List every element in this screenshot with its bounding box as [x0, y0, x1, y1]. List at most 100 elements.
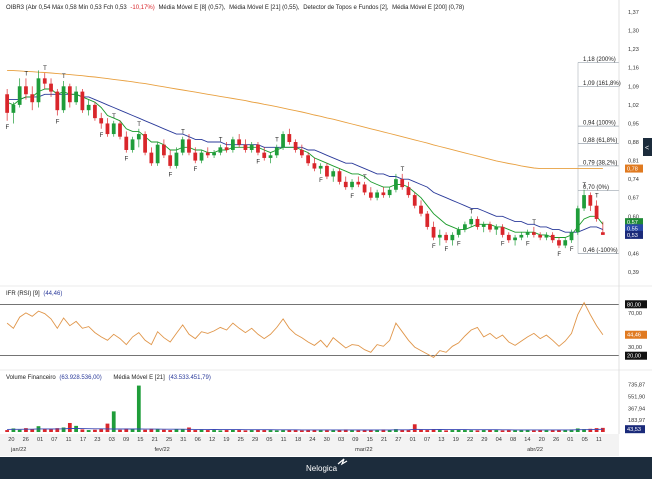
top-marker: T [363, 175, 367, 181]
volume-bar [525, 429, 530, 432]
volume-bar [42, 429, 47, 432]
date-tick-label: 01 [410, 437, 416, 443]
candle-body [538, 234, 543, 238]
volume-bar [17, 429, 22, 432]
candle-body [550, 234, 555, 241]
candle-body [224, 147, 229, 150]
price-tag [625, 218, 643, 227]
volume-bar [381, 429, 386, 432]
volume-bar [582, 429, 586, 432]
volume-bar [93, 429, 97, 432]
volume-bar [224, 430, 229, 432]
candle-body [143, 134, 147, 153]
volume-bar [49, 429, 53, 432]
price-tick-label: 1,09 [628, 84, 639, 90]
volume-bar [162, 429, 166, 432]
rsi-tick-label: 70,00 [628, 311, 642, 317]
volume-bar [500, 430, 505, 432]
candle-body [55, 91, 60, 111]
candle-body [17, 86, 22, 105]
ema21-line [7, 93, 604, 233]
date-tick-label: 15 [367, 437, 373, 443]
volume-bar [488, 429, 492, 432]
rsi-line [6, 301, 604, 358]
volume-bar [343, 429, 348, 432]
candle-body [325, 165, 329, 177]
volume-bar [431, 429, 436, 432]
candle-body [500, 226, 505, 235]
volume-bar [118, 429, 122, 432]
candle-body [105, 123, 110, 135]
volume-bar [532, 430, 536, 432]
date-tick-label: 27 [395, 437, 401, 443]
date-tick-label: 29 [481, 437, 487, 443]
candle-body [450, 234, 455, 241]
price-panel[interactable]: 1,18 (200%) 1,09 (161,8%) 0,94 (100%) 0,88 … [5, 57, 621, 258]
volume-bar [67, 422, 72, 432]
volume-bar [481, 430, 486, 432]
volume-bar [293, 430, 298, 432]
volume-bar [519, 430, 524, 432]
candle-body [456, 229, 461, 235]
date-tick-label: 21 [152, 437, 158, 443]
volume-bar [249, 430, 254, 432]
month-label: fev/22 [155, 447, 170, 453]
volume-bar [124, 428, 129, 432]
volume-bar [111, 411, 116, 432]
volume-bar [318, 430, 323, 432]
candle-body [262, 152, 267, 158]
candle-body [444, 234, 448, 241]
volume-bar [149, 428, 154, 432]
candle-body [11, 104, 16, 113]
date-tick-label: 03 [109, 437, 115, 443]
volume-tag-label: 43,53 [627, 427, 641, 433]
volume-bar [168, 430, 173, 432]
volume-bar [544, 430, 549, 432]
bottom-marker: F [350, 194, 354, 200]
volume-bar [61, 427, 66, 432]
candle-body [375, 192, 379, 198]
price-tick-label: 0,60 [628, 214, 639, 220]
candle-body [394, 179, 398, 190]
candle-body [431, 226, 436, 238]
candle-body [387, 189, 392, 196]
rsi-name: IFR (RSI) [9] [6, 291, 40, 297]
bottom-marker: F [444, 247, 448, 253]
volume-bar [569, 429, 574, 432]
candle-body [187, 139, 191, 153]
candle-body [36, 78, 41, 103]
candle-body [42, 78, 47, 84]
price-tick-label: 1,37 [628, 10, 639, 16]
chevron-left-icon[interactable]: < [645, 145, 649, 152]
volume-bar [155, 429, 160, 432]
date-tick-label: 17 [80, 437, 86, 443]
price-tick-label: 1,30 [628, 29, 639, 35]
price-tick-label: 0,88 [628, 140, 639, 146]
volume-bar [331, 430, 336, 432]
rsi-tag-label: 20,00 [627, 354, 641, 360]
volume-bar [55, 428, 60, 432]
volume-ma-line [7, 428, 603, 431]
date-tick-label: 23 [94, 437, 100, 443]
volume-bar [136, 385, 141, 432]
candle-body [24, 86, 28, 95]
volume-bar [30, 429, 35, 432]
volume-bar [105, 423, 110, 432]
volume-bar [24, 428, 28, 432]
date-tick-label: 08 [510, 437, 516, 443]
bottom-marker: F [432, 244, 436, 250]
volume-bar [80, 429, 85, 432]
candle-body [588, 195, 593, 206]
price-tick-label: 1,02 [628, 103, 639, 109]
candle-body [293, 142, 298, 150]
rsi-panel[interactable]: IFR (RSI) [9] (44,46) [0, 291, 619, 358]
volume-panel[interactable]: Volume Financeiro (63.928.536,00) Média … [5, 375, 605, 432]
date-tick-label: 20 [8, 437, 14, 443]
date-tick-label: 19 [453, 437, 459, 443]
date-tick-label: 14 [524, 437, 530, 443]
date-tick-label: 20 [539, 437, 545, 443]
side-panel-handle[interactable] [643, 138, 652, 156]
candle-body [61, 86, 66, 111]
candle-body [569, 232, 574, 241]
